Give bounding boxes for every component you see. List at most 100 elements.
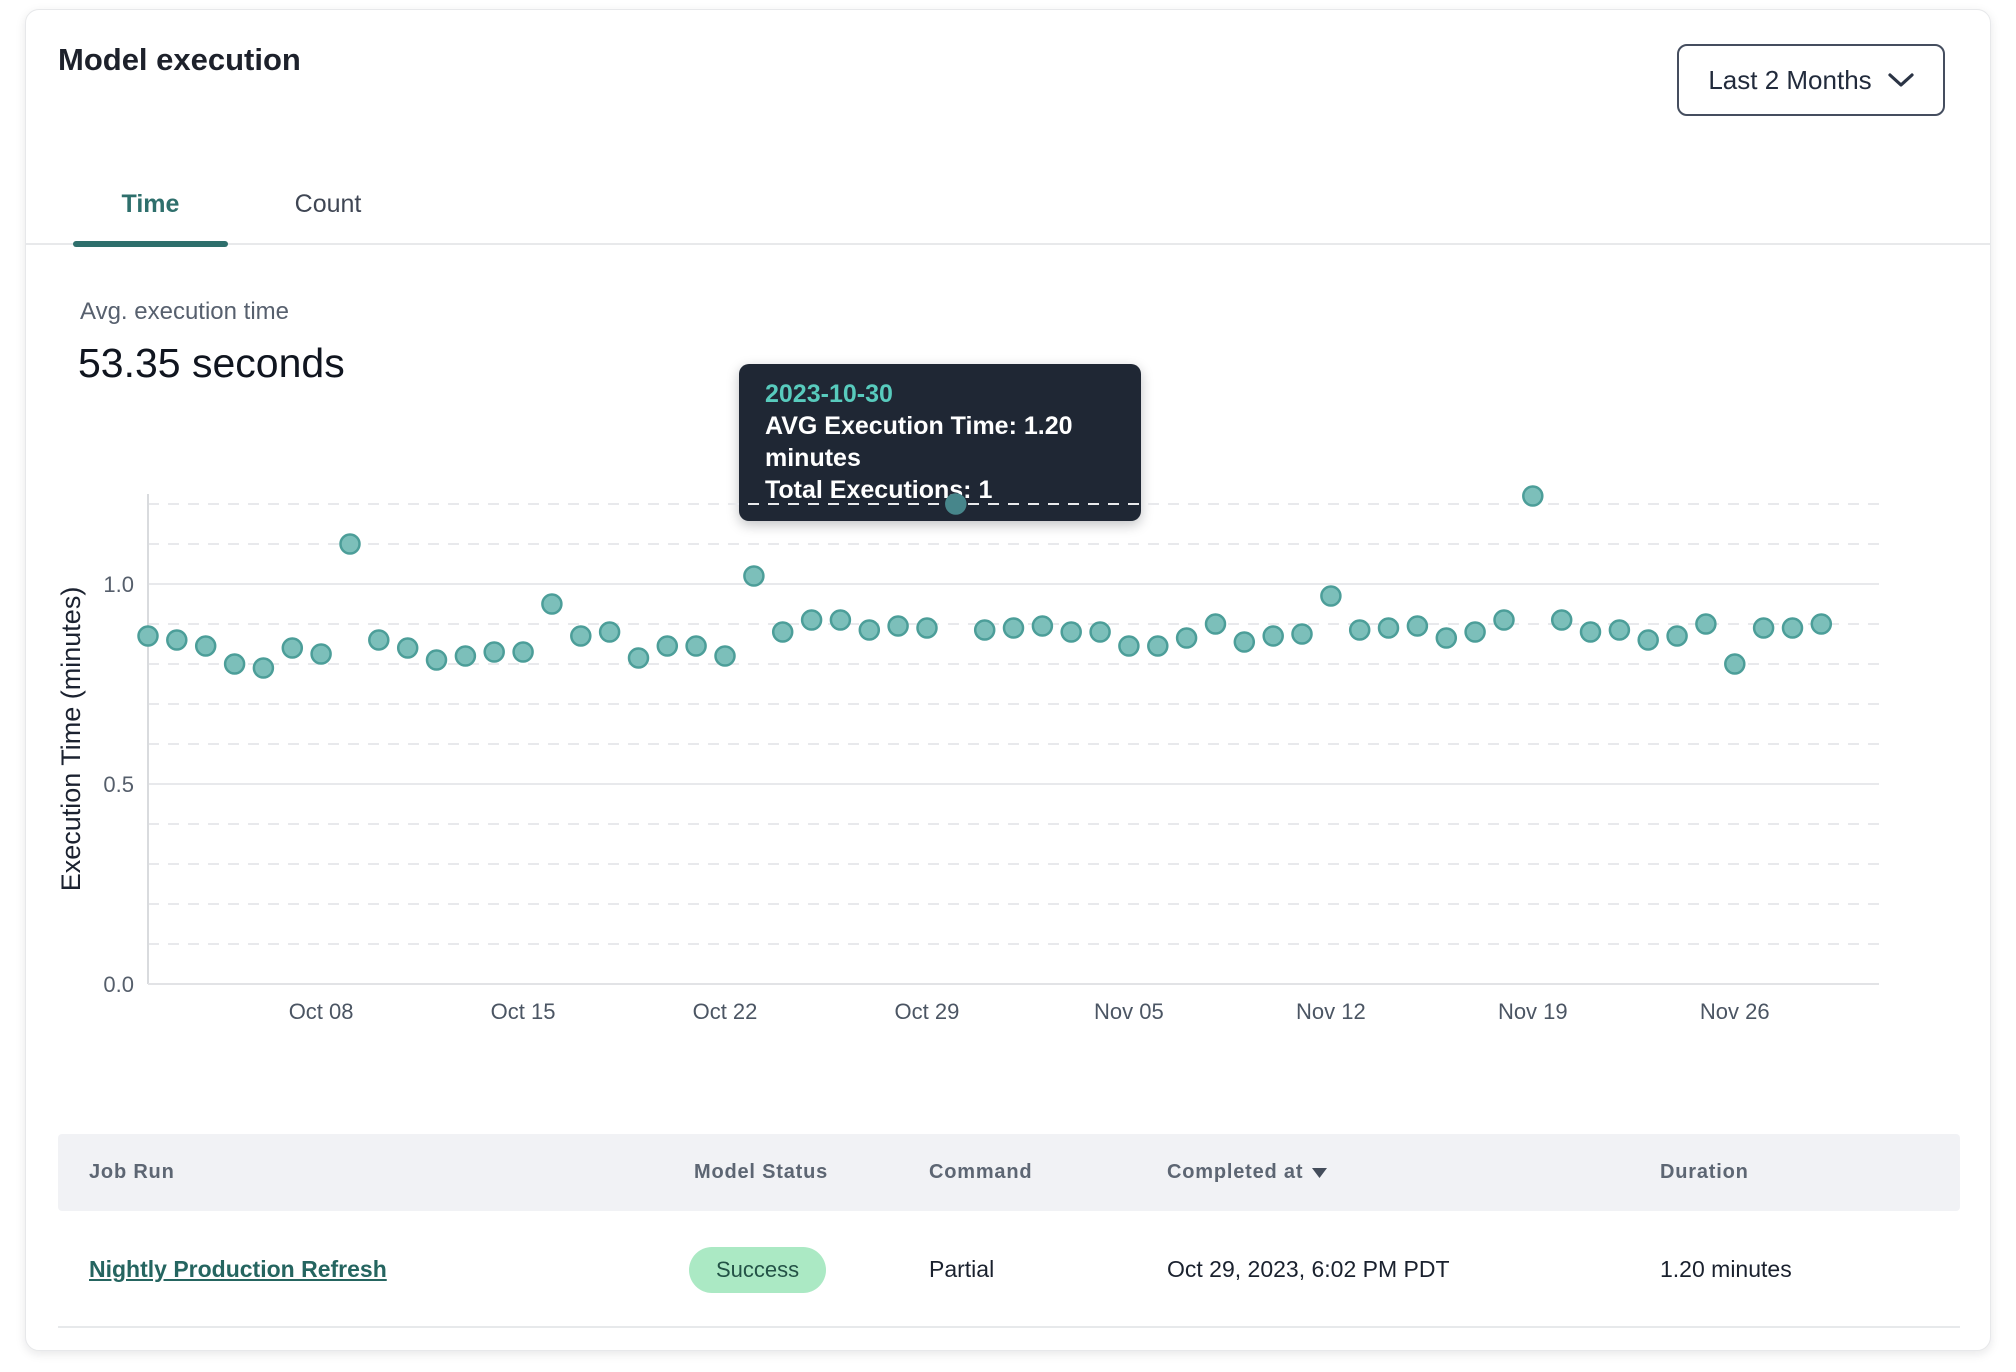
data-point[interactable] <box>1752 617 1775 639</box>
tooltip-date: 2023-10-30 <box>765 380 893 408</box>
data-point[interactable] <box>1002 617 1025 639</box>
model-execution-card: Model execution Last 2 Months Time Count… <box>25 9 1991 1351</box>
data-point[interactable] <box>743 565 765 587</box>
chevron-down-icon <box>1888 72 1914 87</box>
tab-bar: Time Count <box>26 165 1990 247</box>
data-point[interactable] <box>137 625 159 647</box>
data-point[interactable] <box>685 635 707 657</box>
data-point[interactable] <box>1175 627 1198 649</box>
column-label: Model Status <box>694 1161 829 1183</box>
data-point[interactable] <box>1291 623 1313 645</box>
avg-execution-time-label: Avg. execution time <box>80 298 290 325</box>
status-badge: Success <box>689 1246 827 1293</box>
data-point[interactable] <box>714 645 736 667</box>
data-point[interactable] <box>1637 629 1659 651</box>
tab-count[interactable]: Count <box>294 189 362 218</box>
data-point[interactable] <box>916 617 938 639</box>
column-header-command[interactable]: Command <box>929 1134 1032 1211</box>
data-point[interactable] <box>1781 617 1804 639</box>
data-point[interactable] <box>829 609 852 631</box>
sort-desc-icon[interactable] <box>1312 1167 1328 1178</box>
avg-execution-time-value: 53.35 seconds <box>78 340 345 386</box>
data-point[interactable] <box>1118 635 1140 657</box>
data-point[interactable] <box>1695 613 1717 635</box>
data-point[interactable] <box>1493 609 1515 631</box>
data-point[interactable] <box>1262 625 1284 647</box>
x-tick-label: Nov 12 <box>1296 999 1366 1024</box>
data-point[interactable] <box>1724 653 1746 675</box>
page-title: Model execution <box>58 42 301 77</box>
date-range-label: Last 2 Months <box>1708 64 1872 95</box>
data-point[interactable] <box>541 593 563 615</box>
y-tick-label: 0.5 <box>103 772 134 797</box>
x-tick-label: Nov 19 <box>1498 999 1568 1024</box>
data-point[interactable] <box>454 645 477 667</box>
data-point[interactable] <box>483 641 505 663</box>
tooltip-avg-line: AVG Execution Time: 1.20 minutes <box>765 412 1073 472</box>
data-point[interactable] <box>1031 615 1054 637</box>
data-point[interactable] <box>1089 621 1111 643</box>
data-point[interactable] <box>194 635 217 657</box>
column-header-duration[interactable]: Duration <box>1660 1134 1749 1211</box>
data-point[interactable] <box>656 635 679 657</box>
data-point[interactable] <box>1233 631 1256 653</box>
data-point[interactable] <box>339 533 361 555</box>
completed-at-cell: Oct 29, 2023, 6:02 PM PDT <box>1167 1256 1450 1282</box>
column-header-completed-at[interactable]: Completed at <box>1167 1134 1328 1211</box>
y-tick-label: 1.0 <box>103 572 134 597</box>
data-point[interactable] <box>598 621 621 643</box>
column-header-job-run[interactable]: Job Run <box>89 1134 175 1211</box>
data-point[interactable] <box>223 653 246 675</box>
data-point[interactable] <box>1435 627 1458 649</box>
data-point[interactable] <box>396 637 419 659</box>
command-cell: Partial <box>929 1256 995 1282</box>
y-axis-label: Execution Time (minutes) <box>58 587 86 892</box>
data-point[interactable] <box>1320 585 1342 607</box>
data-point[interactable] <box>166 629 188 651</box>
job-run-link[interactable]: Nightly Production Refresh <box>89 1256 387 1282</box>
data-point[interactable] <box>1348 619 1371 641</box>
data-point[interactable] <box>1464 621 1486 643</box>
data-point[interactable] <box>1147 635 1169 657</box>
tab-time[interactable]: Time <box>73 165 228 247</box>
data-point[interactable] <box>1550 609 1573 631</box>
column-label: Job Run <box>89 1161 175 1183</box>
execution-time-scatter-chart: 0.0 0.5 1.0 Oct 08 Oct 15 Oct 22 Oct 29 Nov 05 N… <box>58 485 1879 1024</box>
data-point[interactable] <box>1810 613 1833 635</box>
date-range-dropdown[interactable]: Last 2 Months <box>1677 44 1945 116</box>
data-point-highlighted[interactable] <box>945 493 967 515</box>
model-status-cell: Success <box>689 1211 827 1328</box>
column-header-model-status[interactable]: Model Status <box>694 1134 828 1211</box>
column-label: Completed at <box>1167 1161 1304 1183</box>
data-point[interactable] <box>570 625 592 647</box>
data-point[interactable] <box>1377 617 1400 639</box>
table-row: Nightly Production Refresh Success Parti… <box>58 1211 1960 1328</box>
x-tick-label: Oct 22 <box>693 999 758 1024</box>
data-point[interactable] <box>1666 625 1688 647</box>
data-point[interactable] <box>368 629 390 651</box>
data-point[interactable] <box>887 615 909 637</box>
data-point[interactable] <box>281 637 304 659</box>
data-point[interactable] <box>973 619 996 641</box>
x-tick-label: Oct 08 <box>289 999 354 1024</box>
data-point[interactable] <box>1522 485 1544 507</box>
data-point[interactable] <box>1204 613 1227 635</box>
data-point[interactable] <box>1608 619 1631 641</box>
x-tick-label: Oct 15 <box>491 999 556 1024</box>
duration-cell: 1.20 minutes <box>1660 1256 1792 1282</box>
data-point[interactable] <box>512 641 534 663</box>
data-point[interactable] <box>310 643 332 665</box>
data-point[interactable] <box>858 619 881 641</box>
data-point[interactable] <box>771 621 794 643</box>
chart-tooltip: 2023-10-30 AVG Execution Time: 1.20 minu… <box>739 364 1141 521</box>
data-point[interactable] <box>800 609 823 631</box>
table-header-row: Job Run Model Status Command Completed a… <box>58 1134 1960 1211</box>
column-label: Duration <box>1660 1161 1749 1183</box>
data-point[interactable] <box>252 657 275 679</box>
data-point[interactable] <box>1579 621 1602 643</box>
data-point[interactable] <box>627 647 650 669</box>
data-point[interactable] <box>425 649 448 671</box>
x-tick-label: Nov 05 <box>1094 999 1164 1024</box>
data-point[interactable] <box>1406 615 1429 637</box>
data-point[interactable] <box>1060 621 1082 643</box>
